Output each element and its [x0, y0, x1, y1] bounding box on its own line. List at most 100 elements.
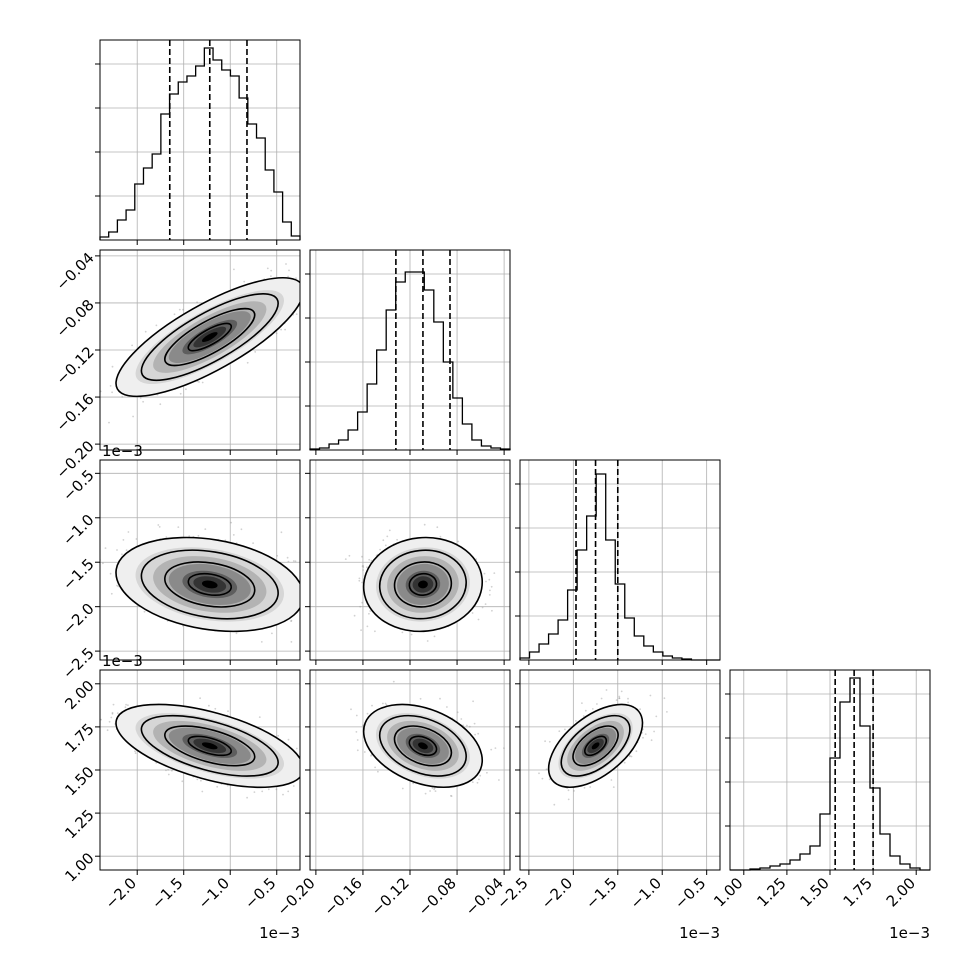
sample-point [121, 553, 123, 556]
x-tick-label: 1.00 [710, 874, 746, 910]
sample-point [494, 747, 497, 749]
contour-line [187, 572, 233, 597]
sample-point [581, 702, 583, 704]
sample-point [282, 793, 284, 796]
sample-point [384, 544, 387, 547]
sample-point [666, 711, 668, 713]
sample-point [583, 786, 586, 789]
sample-point [116, 712, 119, 715]
contour-line [362, 536, 484, 633]
sample-point [538, 772, 540, 775]
sample-point [158, 526, 161, 528]
sample-point [620, 690, 623, 693]
sample-point [412, 782, 415, 785]
sample-point [246, 796, 249, 799]
sample-point [471, 612, 474, 614]
sample-point [362, 724, 364, 727]
sample-point [267, 788, 270, 791]
sample-point [356, 739, 359, 741]
sample-point [548, 778, 551, 781]
sample-point [584, 709, 587, 712]
sample-point [379, 548, 381, 551]
sample-point [287, 560, 290, 563]
sample-point [204, 528, 207, 530]
sample-point [358, 579, 361, 582]
hist-panel-3 [725, 669, 931, 871]
sample-point [429, 790, 431, 792]
scatter-panel-4 [309, 669, 511, 871]
x-tick-label: −0.12 [368, 874, 413, 919]
sample-point [348, 554, 351, 557]
sample-point [362, 569, 364, 571]
sample-point [386, 535, 389, 538]
y-offset-label: 1e−3 [102, 442, 143, 460]
sample-point [370, 559, 373, 562]
sample-point [93, 386, 95, 388]
hist-step-line [730, 677, 930, 871]
sample-point [285, 263, 287, 265]
sample-point [573, 790, 575, 792]
sample-point [233, 268, 235, 271]
sample-point [208, 704, 210, 707]
scatter-panel-3 [99, 669, 307, 871]
sample-point [196, 778, 199, 781]
sample-point [366, 625, 369, 628]
sample-point [627, 697, 629, 700]
x-tick-label: −1.0 [627, 874, 665, 912]
sample-point [401, 787, 404, 790]
sample-point [423, 523, 426, 526]
sample-point [125, 703, 127, 706]
sample-point [305, 743, 307, 745]
x-tick-label: −1.5 [582, 874, 620, 912]
sample-point [292, 785, 295, 787]
sample-point [355, 714, 358, 717]
sample-point [214, 707, 217, 710]
sample-point [78, 382, 80, 384]
sample-point [623, 761, 626, 764]
y-tick-label: −0.04 [52, 249, 97, 294]
scatter-panel-5 [519, 669, 721, 871]
y-tick-label: −0.16 [52, 390, 97, 435]
contour-line [393, 561, 453, 608]
sample-point [182, 308, 184, 311]
sample-point [433, 788, 435, 791]
sample-point [302, 607, 304, 609]
sample-point [287, 738, 290, 741]
sample-point [290, 641, 293, 643]
sample-point [344, 558, 347, 560]
sample-point [385, 704, 388, 706]
sample-point [410, 633, 413, 636]
panel-content [100, 670, 307, 870]
sample-point [371, 704, 373, 707]
sample-point [384, 702, 387, 705]
sample-point [489, 589, 491, 592]
sample-point [235, 632, 238, 635]
sample-point [321, 590, 323, 592]
x-tick-label: −0.20 [273, 874, 318, 919]
contour-line [115, 703, 300, 789]
sample-point [275, 332, 278, 335]
x-tick-label: −1.0 [195, 874, 233, 912]
scatter-panel-2 [309, 459, 511, 661]
sample-point [363, 751, 366, 753]
sample-point [477, 732, 480, 735]
sample-point [173, 313, 176, 316]
sample-point [199, 697, 202, 700]
sample-point [171, 769, 173, 772]
sample-point [473, 722, 476, 725]
hist-step-line [309, 271, 511, 450]
scatter-panel-1 [99, 459, 323, 661]
sample-point [276, 554, 278, 557]
density-level [201, 580, 218, 589]
sample-point [361, 601, 364, 604]
sample-point [553, 803, 556, 806]
contour-line [583, 735, 608, 757]
sample-point [253, 791, 256, 793]
sample-point [600, 697, 603, 700]
x-tick-label: −1.5 [148, 874, 186, 912]
sample-point [109, 385, 112, 387]
sample-point [201, 381, 204, 384]
sample-point [567, 798, 570, 801]
sample-point [370, 754, 372, 757]
